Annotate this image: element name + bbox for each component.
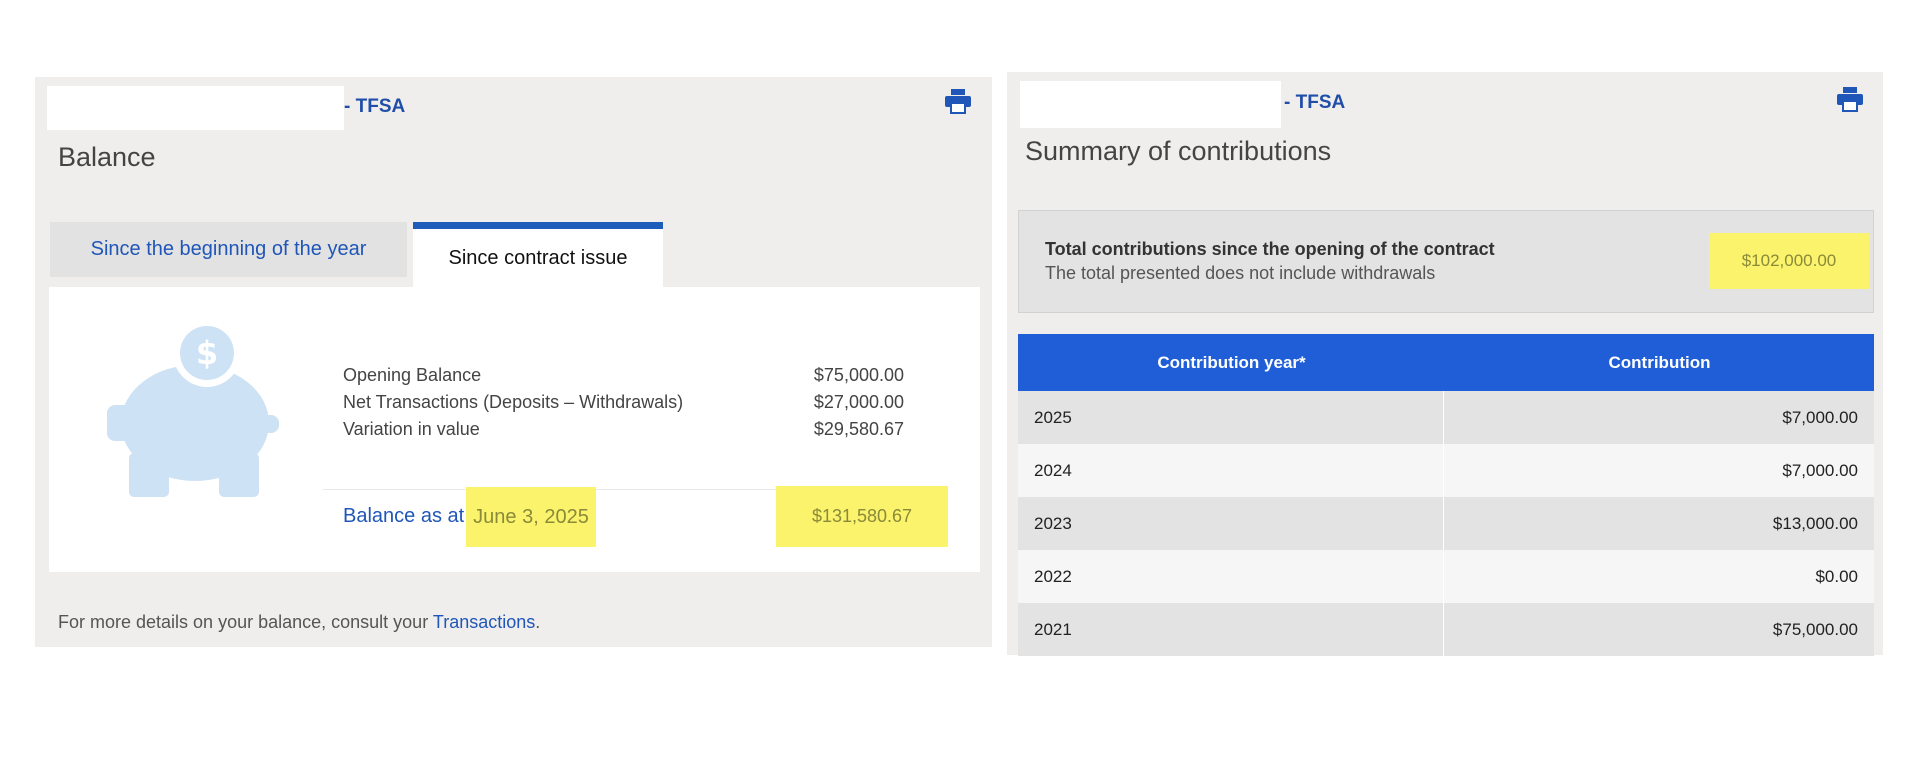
column-header-year: Contribution year* bbox=[1157, 352, 1306, 372]
total-contributions-title: Total contributions since the opening of… bbox=[1045, 239, 1495, 259]
net-transactions-value: $27,000.00 bbox=[813, 392, 904, 412]
panel-title: Summary of contributions bbox=[1025, 136, 1332, 166]
account-name-redacted bbox=[1020, 81, 1281, 128]
panel-title: Balance bbox=[58, 142, 156, 172]
year-cell: 2021 bbox=[1018, 603, 1444, 656]
opening-balance-value: $75,000.00 bbox=[813, 365, 904, 385]
footer-text: For more details on your balance, consul… bbox=[58, 612, 429, 632]
balance-panel: - TFSA Balance Since the beginning of th… bbox=[35, 77, 992, 647]
opening-balance-label: Opening Balance bbox=[343, 365, 482, 385]
balance-total-value: $131,580.67 bbox=[776, 486, 948, 547]
table-row: 2021 $75,000.00 bbox=[1018, 603, 1874, 656]
year-cell: 2025 bbox=[1018, 391, 1444, 444]
balance-as-at-label: Balance as at bbox=[343, 505, 465, 527]
table-row: 2025 $7,000.00 bbox=[1018, 391, 1874, 444]
dollar-icon bbox=[180, 326, 234, 380]
tab-since-contract-issue[interactable]: Since contract issue bbox=[413, 222, 663, 287]
table-header: Contribution year* Contribution bbox=[1018, 334, 1874, 391]
piggy-bank-icon: $ bbox=[107, 319, 283, 498]
year-cell: 2023 bbox=[1018, 497, 1444, 550]
variation-value: $29,580.67 bbox=[813, 419, 904, 439]
tab-since-beginning-of-year[interactable]: Since the beginning of the year bbox=[50, 222, 407, 277]
account-type-label: - TFSA bbox=[344, 96, 406, 117]
account-name-redacted bbox=[47, 86, 344, 130]
account-type-label: - TFSA bbox=[1284, 92, 1346, 113]
column-header-contribution: Contribution bbox=[1608, 352, 1711, 372]
footer-period: . bbox=[535, 612, 541, 632]
contribution-cell: $0.00 bbox=[1815, 566, 1858, 586]
net-transactions-label: Net Transactions (Deposits – Withdrawals… bbox=[343, 392, 684, 412]
contribution-cell: $13,000.00 bbox=[1772, 513, 1858, 533]
year-cell: 2024 bbox=[1018, 444, 1444, 497]
balance-date: June 3, 2025 bbox=[466, 487, 596, 547]
printer-icon[interactable] bbox=[943, 88, 973, 114]
table-row: 2024 $7,000.00 bbox=[1018, 444, 1874, 497]
total-contributions-box: Total contributions since the opening of… bbox=[1018, 210, 1874, 313]
year-cell: 2022 bbox=[1018, 550, 1444, 603]
contribution-cell: $7,000.00 bbox=[1782, 407, 1858, 427]
variation-label: Variation in value bbox=[343, 419, 480, 439]
contributions-table: Contribution year* Contribution 2025 $7,… bbox=[1018, 334, 1874, 656]
svg-text:$: $ bbox=[196, 334, 218, 372]
table-body: 2025 $7,000.00 2024 $7,000.00 2023 $13,0… bbox=[1018, 391, 1874, 656]
printer-icon[interactable] bbox=[1835, 86, 1865, 112]
contributions-panel: - TFSA Summary of contributions Total co… bbox=[1007, 72, 1883, 656]
total-contributions-subtitle: The total presented does not include wit… bbox=[1045, 263, 1436, 283]
contribution-cell: $7,000.00 bbox=[1782, 460, 1858, 480]
balance-card: $ Opening Balance $75,000.00 Net Transac… bbox=[49, 287, 980, 572]
total-contributions-value: $102,000.00 bbox=[1709, 233, 1869, 289]
footer-note: For more details on your balance, consul… bbox=[58, 612, 540, 633]
transactions-link[interactable]: Transactions bbox=[432, 612, 536, 632]
table-row: 2023 $13,000.00 bbox=[1018, 497, 1874, 550]
contribution-cell: $75,000.00 bbox=[1772, 619, 1858, 639]
divider bbox=[323, 489, 934, 490]
table-row: 2022 $0.00 bbox=[1018, 550, 1874, 603]
